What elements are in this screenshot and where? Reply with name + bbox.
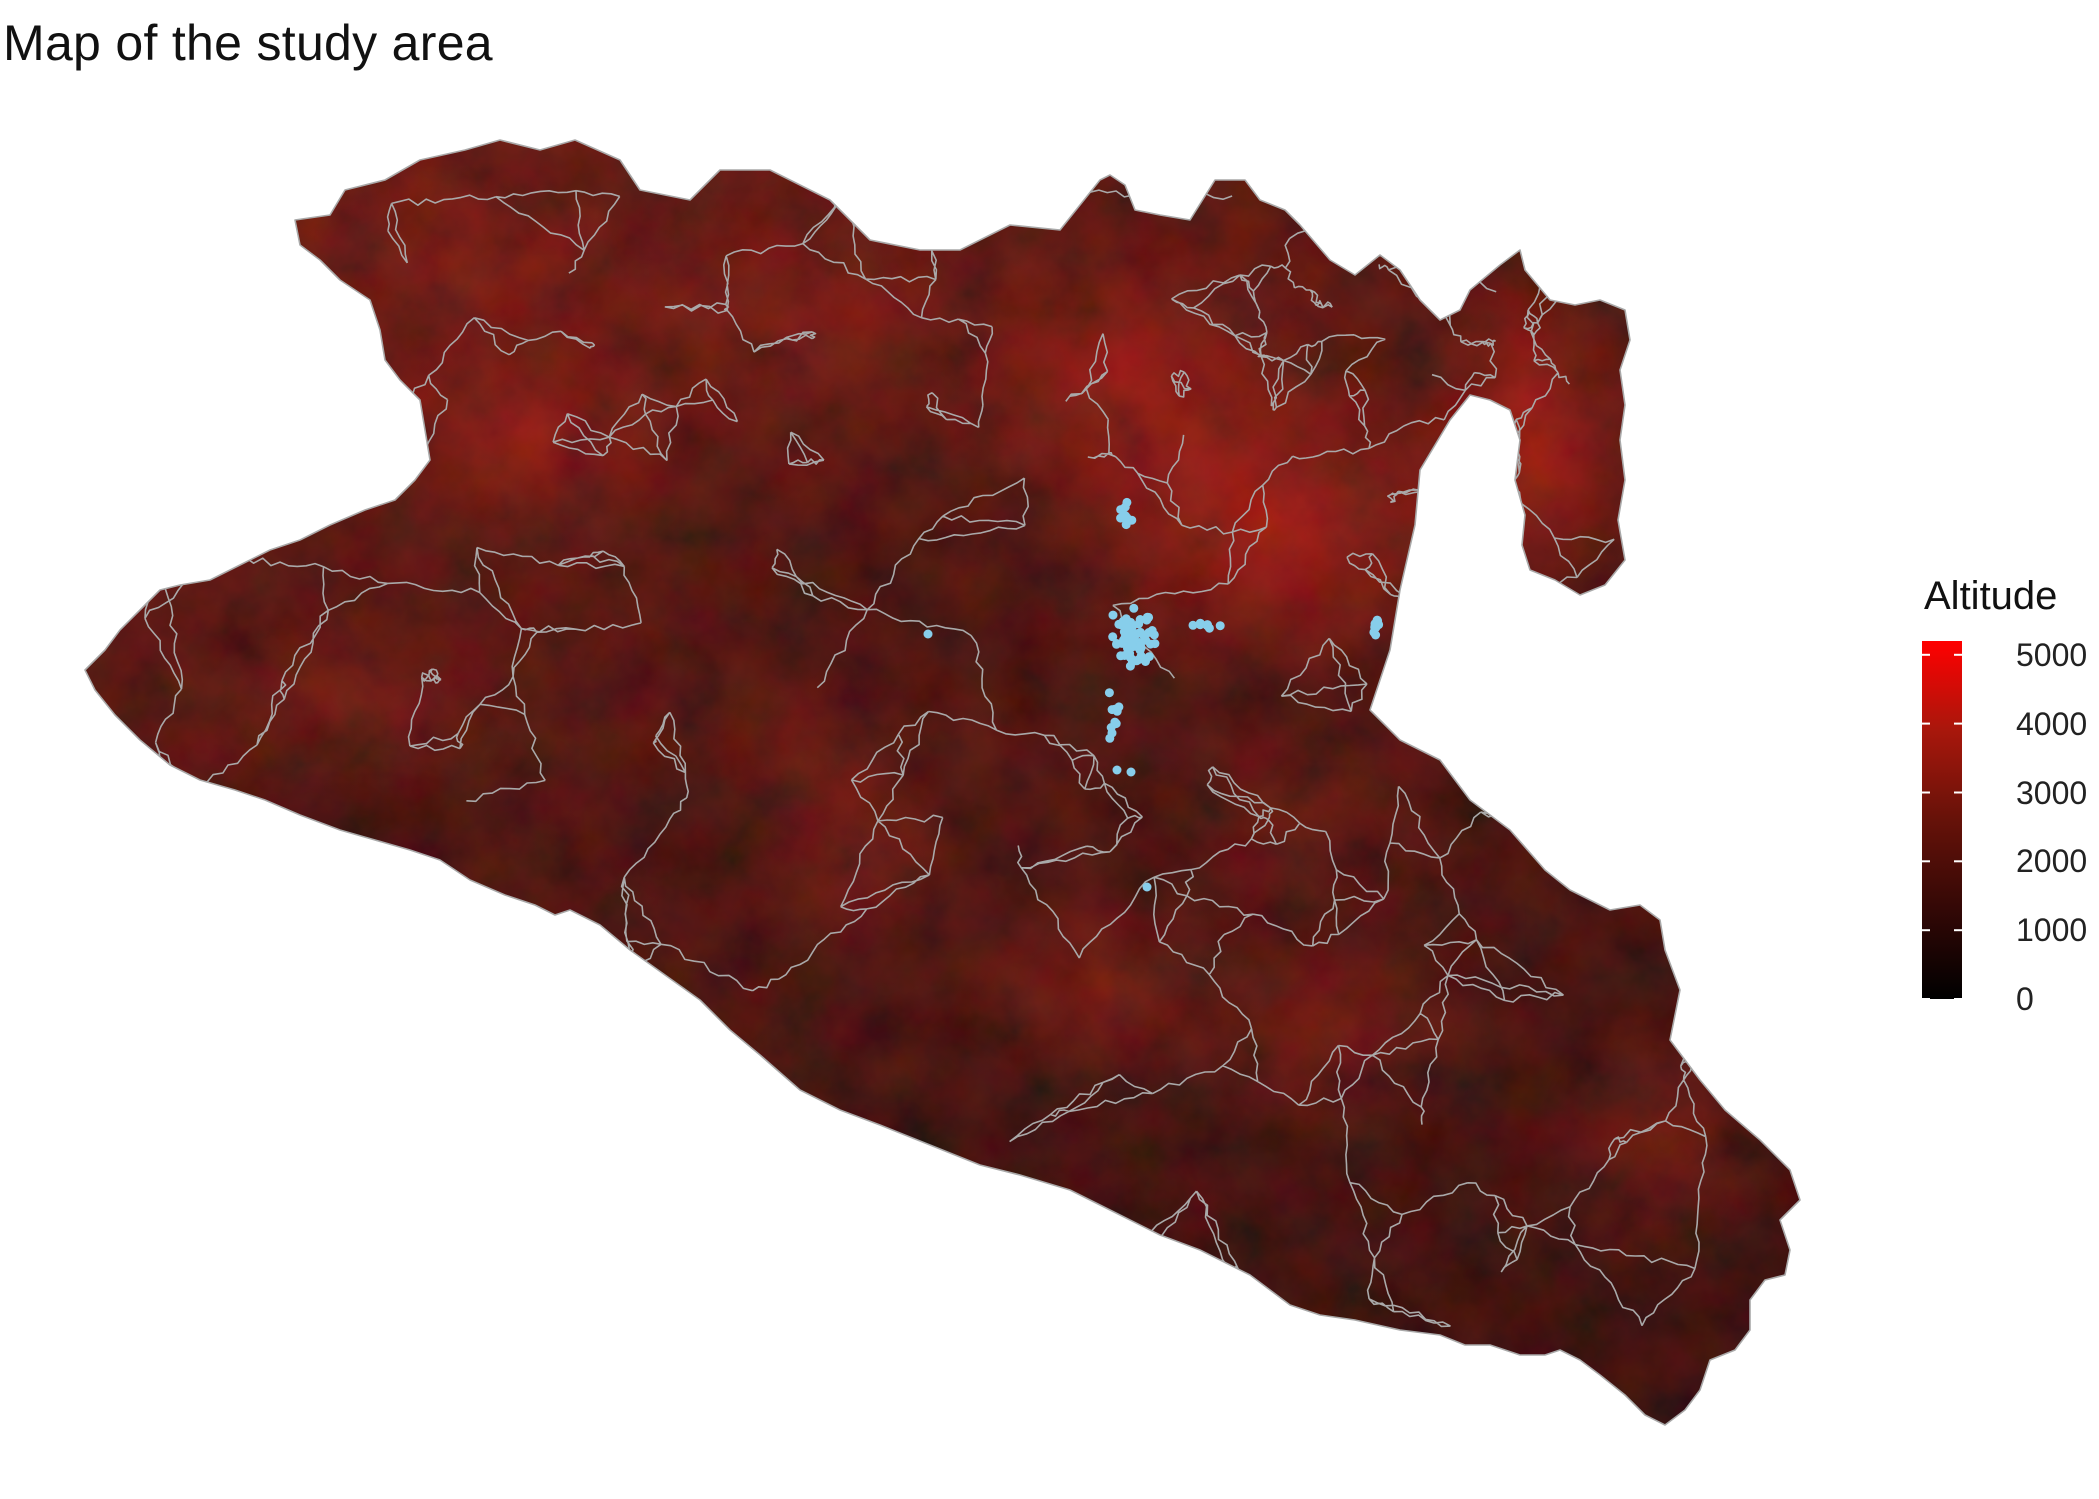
legend-label: 0	[2016, 981, 2034, 1017]
sample-point	[1195, 618, 1205, 628]
legend-label: 2000	[2016, 843, 2088, 880]
sample-point	[1142, 882, 1152, 892]
sample-point	[1215, 621, 1225, 631]
legend-title: Altitude	[1924, 574, 2058, 618]
sample-point	[1135, 640, 1145, 650]
sample-point	[1371, 630, 1381, 640]
sample-point	[1135, 615, 1145, 624]
sample-point	[1108, 610, 1118, 620]
sample-point	[1112, 765, 1122, 775]
sample-point	[1202, 620, 1212, 630]
map-title: Map of the study area	[3, 15, 493, 71]
sample-point	[1126, 767, 1136, 777]
sample-point	[1123, 644, 1132, 653]
sample-point	[1114, 702, 1124, 712]
sample-point	[1132, 656, 1142, 666]
sample-point	[1188, 620, 1198, 630]
sample-point	[1142, 612, 1152, 622]
sample-point	[1104, 688, 1114, 698]
sample-sites	[923, 497, 1384, 892]
sample-point	[1150, 639, 1160, 649]
sample-point	[1122, 623, 1132, 633]
legend-label: 4000	[2016, 705, 2088, 742]
sample-point	[923, 629, 933, 639]
sample-point	[1108, 632, 1118, 642]
legend-colorbar	[1922, 641, 1962, 999]
sample-point	[1121, 520, 1131, 530]
legend-label: 1000	[2016, 912, 2088, 949]
legend-label: 3000	[2016, 774, 2088, 811]
legend-label: 5000	[2016, 636, 2088, 673]
sample-point	[1128, 635, 1138, 645]
sample-point	[1121, 614, 1131, 624]
sample-point	[1144, 628, 1154, 637]
sample-point	[1116, 651, 1126, 661]
sample-point	[1122, 497, 1132, 507]
sample-point	[1106, 723, 1116, 732]
sample-point	[1373, 619, 1383, 629]
sample-point	[1129, 603, 1139, 613]
sample-point	[1119, 510, 1129, 520]
